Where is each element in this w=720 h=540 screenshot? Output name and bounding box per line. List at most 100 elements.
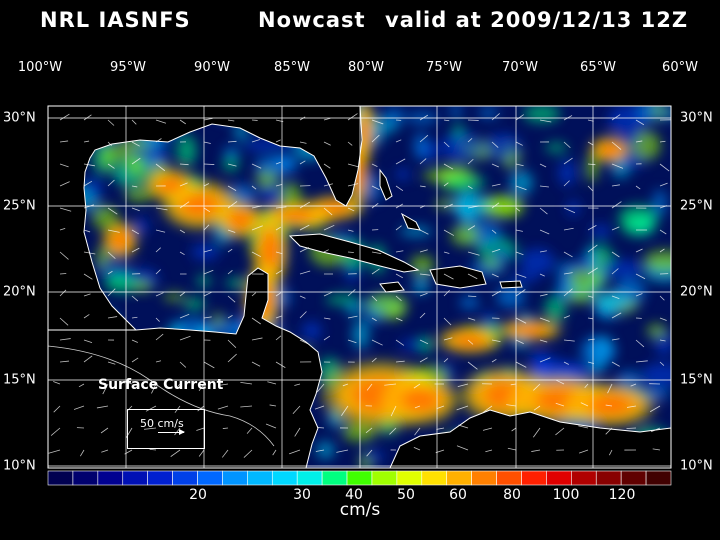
current-vector bbox=[630, 383, 637, 387]
current-vector bbox=[275, 292, 282, 297]
current-vector bbox=[611, 312, 622, 319]
current-vector bbox=[155, 207, 168, 211]
speed-patch bbox=[176, 134, 197, 167]
current-vector bbox=[83, 114, 92, 121]
current-vector bbox=[443, 141, 450, 148]
reference-vector-label: 50 cm/s bbox=[140, 417, 184, 430]
speed-patch bbox=[481, 311, 497, 327]
latitude-label: 30°N bbox=[680, 110, 713, 126]
current-vector bbox=[539, 229, 550, 235]
current-vector bbox=[59, 140, 69, 143]
current-vector bbox=[611, 163, 624, 169]
speed-patch bbox=[580, 336, 616, 367]
current-vector bbox=[227, 140, 237, 143]
current-vector bbox=[203, 141, 211, 144]
current-vector bbox=[203, 163, 215, 165]
land-south-america bbox=[389, 409, 671, 468]
current-vector bbox=[413, 383, 421, 389]
speed-patch bbox=[564, 382, 656, 428]
current-vector bbox=[515, 114, 524, 121]
reference-vector-box: 50 cm/s bbox=[127, 409, 205, 449]
current-vector bbox=[482, 427, 493, 431]
current-vector bbox=[323, 291, 333, 297]
speed-patch bbox=[104, 273, 139, 294]
current-vector bbox=[107, 179, 115, 187]
latitude-label: 25°N bbox=[3, 198, 36, 214]
current-vector bbox=[299, 295, 306, 299]
current-vector bbox=[419, 158, 427, 165]
latitude-label: 15°N bbox=[3, 372, 36, 388]
current-vector bbox=[251, 317, 261, 325]
current-vector bbox=[83, 339, 93, 343]
current-vector bbox=[275, 315, 282, 319]
current-vector bbox=[578, 449, 589, 454]
current-vector bbox=[323, 207, 333, 216]
colorbar-swatch bbox=[222, 470, 248, 486]
current-vector bbox=[533, 427, 541, 438]
current-vector bbox=[419, 185, 426, 188]
current-vector bbox=[635, 140, 643, 143]
current-vector bbox=[467, 251, 480, 256]
current-vector bbox=[443, 229, 455, 236]
current-vector bbox=[467, 361, 478, 370]
current-vector bbox=[419, 114, 429, 121]
current-vector bbox=[246, 427, 253, 434]
current-vector bbox=[347, 207, 355, 212]
current-vector bbox=[371, 268, 380, 275]
colorbar-swatch bbox=[446, 470, 472, 486]
current-vector bbox=[59, 113, 70, 121]
current-vector bbox=[515, 251, 524, 256]
colorbar-swatch bbox=[47, 470, 74, 486]
current-vector bbox=[227, 353, 237, 363]
current-vector bbox=[59, 207, 72, 212]
current-vector bbox=[203, 269, 214, 275]
current-vector bbox=[144, 427, 157, 430]
colorbar-swatch bbox=[97, 470, 124, 486]
current-vector bbox=[659, 229, 667, 235]
current-vector bbox=[515, 207, 521, 212]
colorbar-swatch bbox=[72, 470, 99, 486]
current-vector bbox=[59, 317, 69, 326]
current-vector bbox=[203, 183, 210, 187]
current-vector bbox=[419, 312, 426, 319]
current-vector bbox=[467, 225, 476, 231]
colorbar-swatch bbox=[247, 470, 273, 486]
current-vector bbox=[443, 358, 449, 363]
current-vector bbox=[635, 293, 643, 297]
latitude-label: 10°N bbox=[680, 458, 713, 474]
current-vector bbox=[563, 315, 571, 319]
speed-patch bbox=[509, 273, 539, 283]
current-vector bbox=[436, 427, 445, 430]
current-vector bbox=[179, 182, 188, 187]
current-vector bbox=[196, 427, 205, 431]
current-vector bbox=[659, 295, 665, 301]
current-vector bbox=[149, 448, 157, 451]
current-vector bbox=[59, 228, 66, 231]
speed-patch bbox=[523, 106, 561, 123]
colorbar-tick-label: 40 bbox=[345, 487, 363, 503]
current-vector bbox=[48, 449, 61, 454]
current-vector bbox=[491, 248, 501, 253]
colorbar-swatch bbox=[321, 470, 348, 486]
current-vector bbox=[539, 317, 550, 322]
current-vector bbox=[611, 268, 619, 275]
current-vector bbox=[251, 361, 261, 367]
current-vector bbox=[458, 424, 469, 429]
current-vector bbox=[107, 207, 118, 215]
current-vector bbox=[491, 183, 501, 187]
current-vector bbox=[563, 272, 573, 275]
speed-patch bbox=[484, 133, 522, 161]
current-vector bbox=[395, 360, 405, 363]
current-vector bbox=[203, 117, 213, 121]
current-vector bbox=[251, 292, 257, 297]
current-vector bbox=[395, 139, 402, 143]
speed-patch bbox=[636, 106, 662, 122]
current-vector bbox=[347, 163, 359, 168]
current-vector bbox=[539, 119, 552, 123]
land-boundary-lines bbox=[47, 345, 275, 447]
colorbar-unit: cm/s bbox=[339, 500, 381, 520]
current-vector bbox=[243, 449, 253, 458]
current-vector bbox=[539, 339, 548, 343]
speed-patch bbox=[382, 108, 405, 125]
current-vector bbox=[515, 229, 523, 232]
